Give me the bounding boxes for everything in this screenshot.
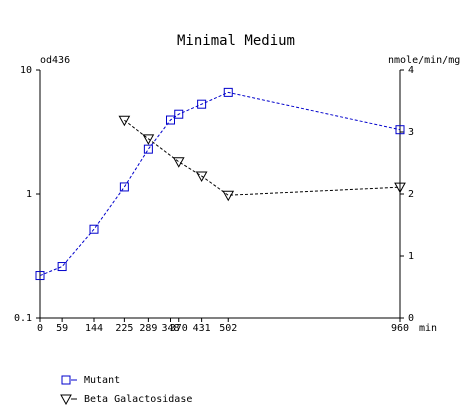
data-point (195, 171, 208, 183)
x-tick-label: 960 (391, 323, 409, 334)
legend-label: Mutant (84, 375, 120, 386)
legend-marker (61, 375, 71, 385)
y2-axis-label: nmole/min/mg (388, 55, 460, 66)
x-tick-label: 0 (37, 323, 43, 334)
y2-tick-label: 3 (408, 127, 414, 138)
data-point (222, 190, 235, 202)
data-point (118, 115, 131, 127)
y2-tick-label: 2 (408, 189, 414, 200)
data-point (142, 134, 155, 145)
data-point (143, 144, 153, 154)
x-tick-label: 225 (115, 323, 133, 334)
chart-title: Minimal Medium (177, 33, 295, 49)
data-point (395, 125, 405, 135)
y2-tick-label: 0 (408, 313, 414, 324)
data-point (166, 115, 175, 125)
x-tick-label: 59 (56, 323, 68, 334)
series-line (39, 91, 401, 277)
x-tick-label: 144 (85, 323, 103, 334)
x-tick-label: 370 (170, 323, 188, 334)
x-axis-label: min (419, 323, 437, 334)
series-line (124, 119, 401, 196)
legend-marker (60, 394, 72, 405)
data-point (394, 182, 406, 194)
y-tick-label: 10 (20, 65, 32, 76)
y-tick-label: 0.1 (14, 313, 32, 324)
data-point (57, 262, 67, 272)
data-point (119, 182, 129, 192)
legend-label: Beta Galactosidase (84, 394, 192, 405)
x-tick-label: 348 (161, 323, 179, 334)
data-point (197, 99, 207, 109)
x-tick-label: 289 (139, 323, 157, 334)
data-point (174, 109, 184, 119)
y-axis-label: od436 (40, 55, 70, 66)
x-tick-label: 431 (193, 323, 211, 334)
data-point (223, 87, 233, 97)
data-point (89, 224, 99, 234)
y2-tick-label: 4 (408, 65, 414, 76)
data-point (35, 271, 45, 281)
y2-tick-label: 1 (408, 251, 414, 262)
data-point (172, 157, 185, 168)
y-tick-label: 1 (26, 189, 32, 200)
x-tick-label: 502 (219, 323, 237, 334)
